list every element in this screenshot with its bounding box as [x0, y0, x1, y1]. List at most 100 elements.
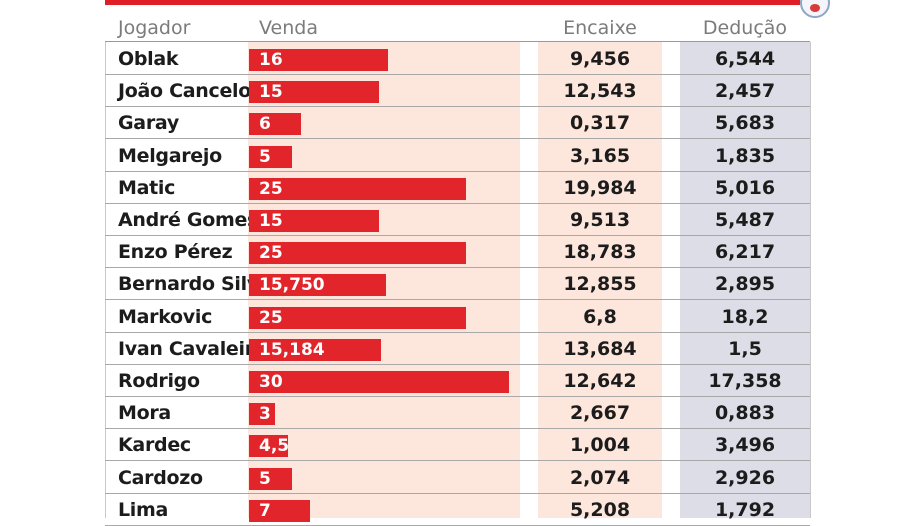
- player-name: Lima: [118, 498, 169, 521]
- deduction-value: 0,883: [714, 402, 776, 425]
- header-sale: Venda: [259, 17, 318, 39]
- header-player: Jogador: [118, 17, 191, 39]
- row-divider: [105, 74, 810, 75]
- table-row: Enzo Pérez 25 18,783 6,217: [105, 236, 810, 269]
- sale-value: 15: [259, 211, 283, 231]
- sale-bar: [249, 145, 292, 168]
- deduction-value: 17,358: [708, 370, 782, 392]
- table-row: Garay 6 0,317 5,683: [105, 107, 810, 140]
- row-divider: [105, 363, 810, 365]
- deduction-value: 1,5: [728, 337, 762, 360]
- row-divider: [105, 202, 810, 204]
- table-row: Kardec 4,5 1,004 3,496: [105, 429, 810, 462]
- sale-bar: [249, 113, 301, 136]
- deduction-value: 5,683: [714, 112, 776, 135]
- player-name: André Gomes: [118, 209, 259, 231]
- row-divider: [105, 460, 810, 462]
- sale-bar: [249, 435, 288, 458]
- header-received: Encaixe: [563, 17, 637, 39]
- row-divider: [105, 299, 810, 301]
- table-row: Oblak 16 9,456 6,544: [105, 43, 810, 75]
- sale-bar: [249, 467, 292, 490]
- player-name: João Cancelo: [118, 80, 252, 103]
- deduction-value: 2,926: [714, 466, 776, 489]
- sale-value: 3: [259, 404, 271, 425]
- player-name: Rodrigo: [118, 370, 200, 392]
- player-name: Cardozo: [118, 466, 203, 489]
- sale-value: 30: [259, 372, 283, 392]
- table-row: João Cancelo 15 12,543 2,457: [105, 75, 810, 108]
- received-value: 2,074: [569, 466, 631, 489]
- top-red-rule: [105, 0, 800, 5]
- received-value: 12,642: [563, 370, 637, 392]
- left-border: [105, 42, 106, 518]
- player-name: Melgarejo: [118, 144, 222, 167]
- row-divider: [105, 428, 810, 430]
- table-row: Cardozo 5 2,074 2,926: [105, 462, 810, 494]
- sale-bar: [249, 242, 466, 265]
- row-divider: [105, 138, 810, 140]
- player-name: Enzo Pérez: [118, 241, 233, 264]
- sale-value: 6: [259, 114, 271, 135]
- table-row: Bernardo Silva 15,750 12,855 2,895: [105, 268, 810, 301]
- sale-bar: [249, 274, 386, 297]
- sale-value: 15,184: [259, 339, 325, 360]
- table-row: Mora 3 2,667 0,883: [105, 397, 810, 430]
- row-divider: [105, 267, 810, 269]
- row-divider: [105, 492, 810, 494]
- sale-bar: [249, 81, 379, 104]
- received-column-background: [538, 42, 662, 518]
- deduction-value: 6,217: [714, 241, 776, 264]
- table-row: Rodrigo 30 12,642 17,358: [105, 365, 810, 397]
- received-value: 9,513: [569, 209, 631, 231]
- deduction-value: 1,835: [714, 144, 776, 167]
- row-divider: [105, 396, 810, 397]
- deduction-value: 18,2: [721, 305, 769, 328]
- deduction-value: 1,792: [714, 498, 776, 521]
- player-name: Garay: [118, 112, 179, 135]
- player-name: Bernardo Silva: [118, 273, 272, 296]
- received-value: 19,984: [563, 176, 637, 199]
- sale-bar: [249, 177, 466, 200]
- received-value: 13,684: [563, 337, 637, 360]
- player-name: Kardec: [118, 434, 191, 457]
- sale-value: 25: [259, 178, 283, 199]
- player-name: Markovic: [118, 305, 213, 328]
- table-row: Melgarejo 5 3,165 1,835: [105, 140, 810, 172]
- received-value: 6,8: [583, 305, 617, 328]
- received-value: 1,004: [569, 434, 631, 457]
- received-value: 3,165: [569, 144, 631, 167]
- player-name: Oblak: [118, 48, 179, 70]
- player-name: Matic: [118, 176, 176, 199]
- sale-value: 15: [259, 82, 283, 103]
- sale-bar: [249, 338, 381, 361]
- deduction-value: 2,895: [714, 273, 776, 296]
- header-divider: [105, 41, 810, 42]
- sale-value: 25: [259, 243, 283, 264]
- player-name: Mora: [118, 402, 171, 425]
- row-divider: [105, 170, 810, 172]
- sale-value: 25: [259, 307, 283, 328]
- sale-bar: [249, 306, 466, 329]
- sale-value: 5: [259, 146, 271, 167]
- received-value: 5,208: [569, 498, 631, 521]
- received-value: 2,667: [569, 402, 631, 425]
- sale-bar: [249, 499, 310, 522]
- table-row: Matic 25 19,984 5,016: [105, 172, 810, 204]
- received-value: 12,855: [563, 273, 637, 296]
- received-value: 9,456: [569, 48, 631, 70]
- deduction-value: 5,487: [714, 209, 776, 231]
- received-value: 0,317: [569, 112, 631, 135]
- deduction-value: 6,544: [714, 48, 776, 70]
- sale-bar: [249, 49, 388, 71]
- sale-value: 7: [259, 500, 271, 521]
- sale-value: 5: [259, 468, 271, 489]
- deduction-value: 5,016: [714, 176, 776, 199]
- row-divider: [105, 235, 810, 236]
- deduction-value: 3,496: [714, 434, 776, 457]
- received-value: 18,783: [563, 241, 637, 264]
- sale-value: 15,750: [259, 275, 325, 296]
- header-deduction: Dedução: [702, 17, 788, 39]
- sale-value: 16: [259, 50, 283, 70]
- sale-bar: [249, 403, 275, 426]
